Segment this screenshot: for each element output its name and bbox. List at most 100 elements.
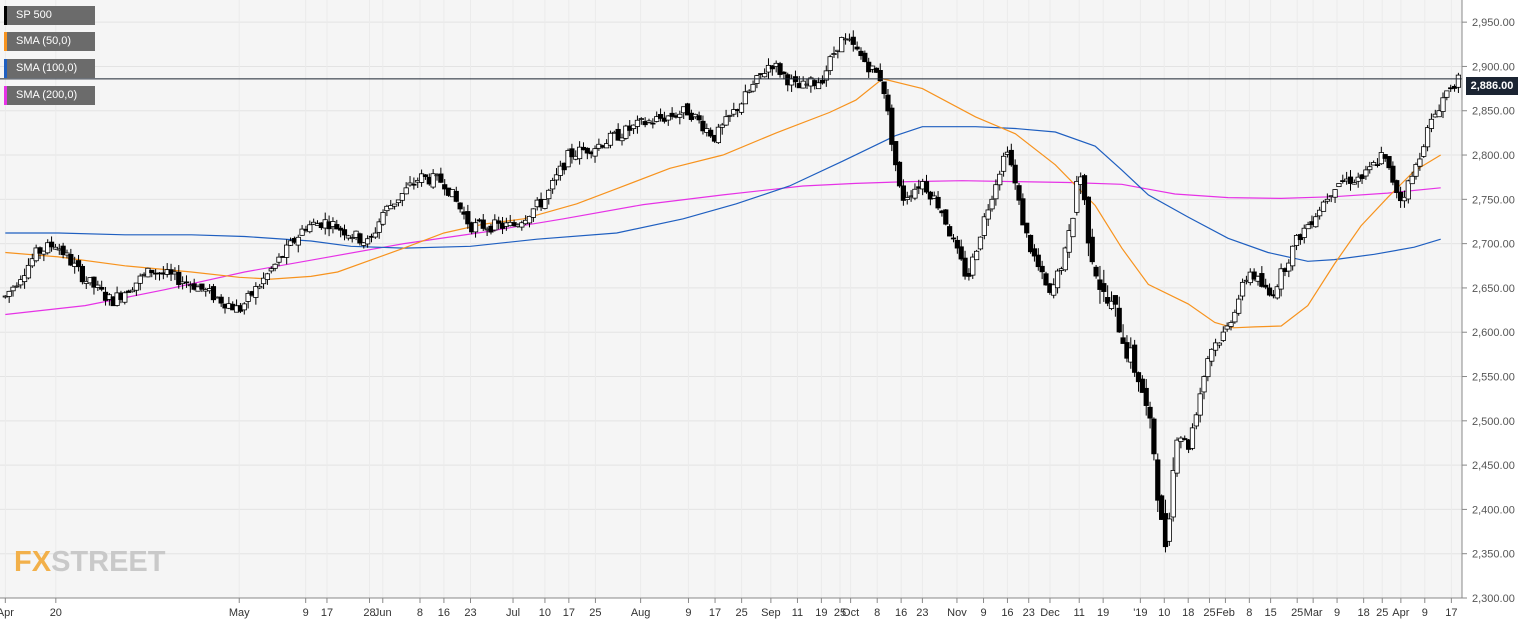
candle-body bbox=[719, 124, 725, 128]
candle-body bbox=[977, 236, 984, 250]
candle-body bbox=[715, 126, 721, 144]
y-tick-label: 2,300.00 bbox=[1472, 593, 1515, 605]
candle-body bbox=[696, 115, 702, 121]
candle-body bbox=[1112, 295, 1118, 305]
x-tick-label: 9 bbox=[980, 607, 986, 619]
x-tick-label: Apr bbox=[0, 607, 14, 619]
candle-body bbox=[584, 147, 590, 154]
legend-sma100[interactable]: SMA (100,0) bbox=[4, 59, 95, 78]
candle-body bbox=[1359, 174, 1365, 179]
candle-body bbox=[869, 65, 876, 70]
candle-body bbox=[850, 36, 856, 45]
x-tick-label: 15 bbox=[1264, 607, 1276, 619]
grid bbox=[0, 21, 1462, 599]
candle-body bbox=[257, 285, 263, 289]
x-tick-label: 23 bbox=[464, 607, 476, 619]
x-tick-label: 9 bbox=[303, 607, 309, 619]
x-tick-label: 23 bbox=[1023, 607, 1035, 619]
candle-body bbox=[210, 286, 217, 301]
candle-body bbox=[45, 242, 51, 254]
candle-body bbox=[619, 137, 625, 142]
candle-body bbox=[1197, 393, 1203, 416]
y-tick-label: 2,500.00 bbox=[1472, 416, 1515, 428]
candle-body bbox=[526, 215, 533, 224]
candle-body bbox=[1413, 164, 1419, 177]
x-tick-label: Mar bbox=[1304, 607, 1323, 619]
candle-body bbox=[1286, 262, 1292, 272]
candle-body bbox=[1132, 344, 1138, 373]
candle-body bbox=[176, 271, 182, 285]
candle-body bbox=[1089, 236, 1095, 263]
candle-body bbox=[1054, 270, 1061, 289]
x-tick-label: 16 bbox=[895, 607, 907, 619]
candle-body bbox=[974, 250, 980, 261]
x-tick-label: 25 bbox=[834, 607, 846, 619]
candle-body bbox=[1012, 164, 1018, 184]
candle-body bbox=[284, 244, 290, 258]
candle-body bbox=[885, 94, 891, 112]
candle-body bbox=[1386, 156, 1392, 169]
y-tick-label: 2,900.00 bbox=[1472, 61, 1515, 73]
candle-body bbox=[472, 222, 479, 233]
candle-body bbox=[1397, 191, 1404, 202]
candle-body bbox=[723, 116, 729, 126]
candle-body bbox=[307, 224, 313, 233]
candle-body bbox=[388, 205, 394, 210]
candle-body bbox=[260, 277, 267, 285]
candle-body bbox=[1159, 495, 1165, 520]
candle-body bbox=[1116, 307, 1122, 333]
y-axis: 2,300.00 2,350.00 2,400.00 2,450.00 2,500.00… bbox=[1461, 0, 1515, 605]
candle-body bbox=[1347, 176, 1354, 184]
candle-body bbox=[815, 82, 822, 90]
candle-body bbox=[399, 193, 405, 201]
y-tick-label: 2,950.00 bbox=[1472, 17, 1515, 29]
x-tick-label: 11 bbox=[1074, 607, 1085, 619]
candle-body bbox=[10, 286, 16, 292]
candle-body bbox=[607, 132, 614, 146]
candle-body bbox=[657, 114, 664, 119]
candle-body bbox=[958, 246, 964, 260]
legend-sp500[interactable]: SP 500 bbox=[4, 6, 95, 25]
candle-body bbox=[1066, 230, 1072, 253]
sma50-line bbox=[5, 78, 1442, 329]
candle-body bbox=[25, 264, 32, 279]
candle-body bbox=[557, 165, 563, 176]
candle-body bbox=[6, 290, 12, 297]
x-tick-label: Nov bbox=[947, 607, 967, 619]
candle-body bbox=[727, 114, 733, 117]
candle-body bbox=[746, 90, 752, 93]
candle-body bbox=[665, 115, 671, 121]
candle-body bbox=[592, 148, 598, 157]
candle-body bbox=[1290, 245, 1296, 267]
candle-body bbox=[1232, 311, 1238, 323]
x-tick-label: Sep bbox=[761, 607, 781, 619]
candle-body bbox=[1070, 217, 1076, 238]
candle-body bbox=[218, 296, 224, 304]
x-tick-label: May bbox=[229, 607, 250, 619]
sma100-line bbox=[5, 126, 1441, 262]
candle-body bbox=[18, 279, 24, 286]
candle-body bbox=[133, 282, 139, 291]
candle-body bbox=[943, 209, 949, 225]
legend-sma200[interactable]: SMA (200,0) bbox=[4, 86, 95, 105]
logo-fx: FX bbox=[14, 546, 52, 578]
candle-body bbox=[349, 237, 355, 240]
candle-body bbox=[1135, 372, 1142, 383]
candle-body bbox=[854, 46, 860, 50]
candle-body bbox=[1043, 273, 1049, 286]
candle-body bbox=[1024, 222, 1030, 234]
candle-body bbox=[823, 70, 829, 81]
candle-body bbox=[603, 143, 610, 149]
candle-body bbox=[1174, 439, 1180, 474]
x-tick-label: 16 bbox=[438, 607, 450, 619]
candle-body bbox=[839, 37, 845, 53]
candle-body bbox=[1205, 358, 1211, 378]
candle-body bbox=[334, 224, 340, 230]
legend-sma50[interactable]: SMA (50,0) bbox=[4, 32, 95, 51]
candle-body bbox=[1409, 175, 1415, 185]
candle-body bbox=[769, 65, 775, 70]
x-tick-label: 9 bbox=[1422, 607, 1428, 619]
candle-body bbox=[365, 238, 371, 245]
candle-body bbox=[1405, 180, 1411, 200]
